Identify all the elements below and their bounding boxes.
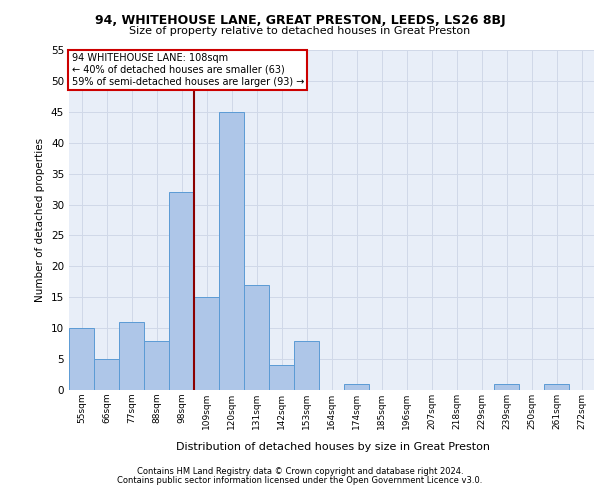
- Text: Contains public sector information licensed under the Open Government Licence v3: Contains public sector information licen…: [118, 476, 482, 485]
- Text: Size of property relative to detached houses in Great Preston: Size of property relative to detached ho…: [130, 26, 470, 36]
- Bar: [94, 359, 119, 390]
- Text: 94, WHITEHOUSE LANE, GREAT PRESTON, LEEDS, LS26 8BJ: 94, WHITEHOUSE LANE, GREAT PRESTON, LEED…: [95, 14, 505, 27]
- Bar: [269, 366, 294, 390]
- Bar: [194, 298, 219, 390]
- Bar: [169, 192, 194, 390]
- Text: 94 WHITEHOUSE LANE: 108sqm
← 40% of detached houses are smaller (63)
59% of semi: 94 WHITEHOUSE LANE: 108sqm ← 40% of deta…: [71, 54, 304, 86]
- Bar: [294, 340, 319, 390]
- Text: Distribution of detached houses by size in Great Preston: Distribution of detached houses by size …: [176, 442, 490, 452]
- Bar: [119, 322, 144, 390]
- Bar: [544, 384, 569, 390]
- Bar: [144, 340, 169, 390]
- Text: Contains HM Land Registry data © Crown copyright and database right 2024.: Contains HM Land Registry data © Crown c…: [137, 467, 463, 476]
- Y-axis label: Number of detached properties: Number of detached properties: [35, 138, 46, 302]
- Bar: [244, 285, 269, 390]
- Bar: [494, 384, 519, 390]
- Bar: [344, 384, 369, 390]
- Bar: [69, 328, 94, 390]
- Bar: [219, 112, 244, 390]
